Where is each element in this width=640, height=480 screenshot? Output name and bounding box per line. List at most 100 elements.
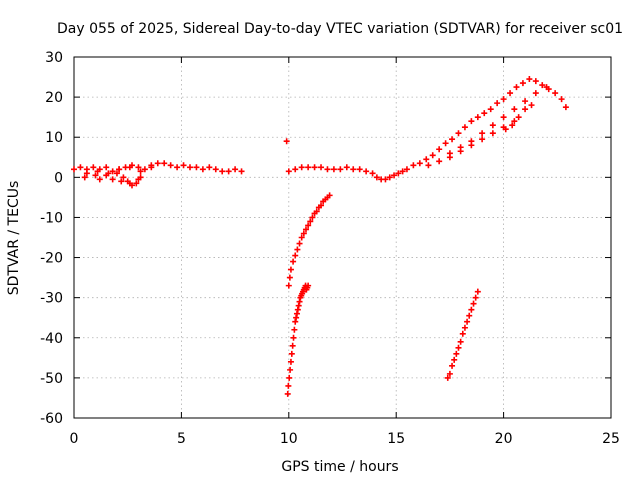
data-point xyxy=(489,122,496,129)
y-tick-label: 30 xyxy=(45,50,63,66)
data-point xyxy=(83,170,90,177)
data-point xyxy=(292,252,299,259)
data-point xyxy=(167,162,174,169)
y-tick-label: 0 xyxy=(54,170,63,186)
data-point xyxy=(436,158,443,165)
data-point xyxy=(290,258,297,265)
data-point xyxy=(511,106,518,113)
data-point xyxy=(309,214,316,221)
data-point xyxy=(479,130,486,137)
data-point xyxy=(232,166,239,173)
data-point xyxy=(558,96,565,103)
data-point xyxy=(519,80,526,87)
data-point xyxy=(291,326,298,333)
chart-title: Day 055 of 2025, Sidereal Day-to-day VTE… xyxy=(57,21,623,37)
data-point xyxy=(461,324,468,331)
data-point xyxy=(562,104,569,111)
data-point xyxy=(449,362,456,369)
y-tick-label: -20 xyxy=(40,251,63,267)
y-tick-label: -50 xyxy=(40,371,63,387)
data-point xyxy=(305,282,312,289)
data-point xyxy=(403,166,410,173)
data-point xyxy=(318,202,325,209)
data-point xyxy=(293,314,300,321)
data-point xyxy=(116,166,123,173)
data-point xyxy=(287,266,294,273)
data-point xyxy=(399,168,406,175)
data-point xyxy=(225,168,232,175)
data-point xyxy=(296,298,303,305)
data-point xyxy=(113,170,120,177)
data-point xyxy=(500,96,507,103)
x-tick-label: 20 xyxy=(495,431,513,447)
data-point xyxy=(416,160,423,167)
data-points xyxy=(71,76,569,397)
data-point xyxy=(423,156,430,163)
y-tick-label: -30 xyxy=(40,291,63,307)
data-point xyxy=(206,164,213,171)
data-point xyxy=(532,78,539,85)
data-point xyxy=(285,382,292,389)
data-point xyxy=(288,350,295,357)
data-point xyxy=(500,114,507,121)
data-point xyxy=(298,234,305,241)
data-point xyxy=(126,180,133,187)
data-point xyxy=(472,294,479,301)
data-point xyxy=(118,178,125,185)
data-point xyxy=(300,230,307,237)
axis-ticks: 0 5 10 15 20 25 30 20 10 0 -10 -20 -30 -40 -50 -60 xyxy=(40,50,620,447)
data-point xyxy=(318,164,325,171)
data-point xyxy=(446,150,453,157)
data-point xyxy=(120,174,127,181)
data-point xyxy=(199,166,206,173)
data-point xyxy=(307,218,314,225)
x-axis-label: GPS time / hours xyxy=(281,459,398,475)
data-point xyxy=(81,174,88,181)
data-point xyxy=(137,168,144,175)
data-point xyxy=(481,110,488,117)
data-point xyxy=(161,160,168,167)
data-point xyxy=(71,166,77,173)
data-point xyxy=(395,170,402,177)
data-point xyxy=(457,144,464,151)
data-point xyxy=(513,84,520,91)
data-point xyxy=(511,118,518,125)
data-point xyxy=(109,168,116,175)
y-tick-label: 20 xyxy=(45,90,63,106)
y-tick-label: -10 xyxy=(40,210,63,226)
data-point xyxy=(457,338,464,345)
y-tick-label: -60 xyxy=(40,411,63,427)
data-point xyxy=(455,130,462,137)
data-point xyxy=(356,166,363,173)
data-point xyxy=(290,334,297,341)
data-point xyxy=(455,344,462,351)
data-point xyxy=(468,138,475,145)
data-point xyxy=(386,174,393,181)
data-point xyxy=(324,166,331,173)
data-point xyxy=(305,164,312,171)
data-point xyxy=(292,166,299,173)
data-point xyxy=(154,160,161,167)
data-point xyxy=(507,90,514,97)
data-point xyxy=(135,176,142,183)
data-point xyxy=(313,208,320,215)
data-point xyxy=(287,358,294,365)
data-point xyxy=(109,176,116,183)
data-point xyxy=(283,138,290,145)
data-point xyxy=(286,374,293,381)
data-point xyxy=(449,136,456,143)
data-point xyxy=(103,164,110,171)
data-point xyxy=(522,98,529,105)
data-point xyxy=(382,176,389,183)
y-tick-label: -40 xyxy=(40,331,63,347)
x-tick-label: 10 xyxy=(280,431,298,447)
x-tick-label: 25 xyxy=(602,431,620,447)
data-point xyxy=(487,106,494,113)
data-point xyxy=(293,310,300,317)
data-point xyxy=(552,90,559,97)
data-point xyxy=(425,162,432,169)
data-point xyxy=(526,76,533,83)
data-point xyxy=(186,164,193,171)
data-point xyxy=(292,318,299,325)
data-point xyxy=(451,356,458,363)
